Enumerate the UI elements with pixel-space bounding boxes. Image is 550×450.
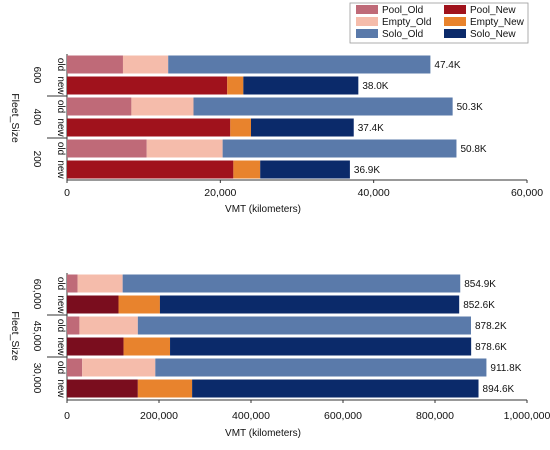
category-label: old: [55, 319, 66, 332]
legend-swatch: [356, 29, 378, 38]
group-label: 60,000: [31, 279, 42, 310]
legend-entry-label: Pool_New: [470, 5, 516, 16]
y-axis-label: Fleet_Size: [9, 93, 21, 143]
category-label: old: [55, 277, 66, 290]
bar-segment-solo: [122, 274, 461, 293]
bar-segment-pool: [67, 337, 124, 356]
x-axis-label: VMT (kilometers): [225, 428, 301, 439]
category-label: new: [55, 295, 66, 314]
bar-segment-empty: [137, 379, 193, 398]
legend-swatch: [356, 17, 378, 26]
x-axis-label: VMT (kilometers): [225, 204, 301, 215]
bar-segment-pool: [67, 76, 228, 95]
bar-total-label: 911.8K: [490, 363, 521, 374]
x-tick-label: 60,000: [511, 187, 543, 199]
bar-segment-empty: [77, 274, 123, 293]
bar-segment-solo: [243, 76, 359, 95]
legend-swatch: [444, 29, 466, 38]
category-label: new: [55, 160, 66, 179]
bar-segment-empty: [227, 76, 244, 95]
group-label: 600: [31, 67, 42, 84]
bar-segment-empty: [146, 139, 223, 158]
x-tick-label: 200,000: [140, 410, 178, 422]
category-label: old: [55, 58, 66, 71]
bar-segment-empty: [82, 358, 156, 377]
x-tick-label: 0: [64, 410, 70, 422]
legend-entry-label: Empty_New: [470, 17, 525, 28]
bar-segment-pool: [67, 274, 78, 293]
x-tick-label: 0: [64, 187, 70, 199]
category-label: old: [55, 142, 66, 155]
bar-segment-pool: [67, 97, 132, 116]
bar-segment-empty: [131, 97, 194, 116]
legend-swatch: [444, 17, 466, 26]
bar-segment-solo: [251, 118, 354, 137]
bar-total-label: 47.4K: [434, 60, 460, 71]
y-axis-label: Fleet_Size: [9, 311, 21, 361]
legend-entry-label: Solo_Old: [382, 29, 423, 40]
bar-segment-pool: [67, 358, 83, 377]
legend-swatch: [356, 5, 378, 14]
bar-segment-empty: [122, 55, 169, 74]
x-tick-label: 600,000: [324, 410, 362, 422]
x-tick-label: 800,000: [416, 410, 454, 422]
bar-segment-solo: [168, 55, 431, 74]
bar-segment-empty: [233, 160, 261, 179]
bar-segment-pool: [67, 316, 80, 335]
bar-total-label: 878.6K: [475, 342, 507, 353]
bar-segment-pool: [67, 295, 119, 314]
bar-segment-empty: [118, 295, 160, 314]
bar-segment-solo: [159, 295, 460, 314]
bar-segment-solo: [192, 379, 479, 398]
bar-total-label: 852.6K: [463, 300, 495, 311]
group-label: 400: [31, 109, 42, 126]
group-label: 45,000: [31, 321, 42, 352]
bar-segment-solo: [137, 316, 471, 335]
bar-segment-solo: [155, 358, 487, 377]
bar-total-label: 50.3K: [457, 102, 483, 113]
chart-bottom: 0 200,000 400,000 600,000 800,000 1,000,000 VM…: [9, 273, 550, 439]
bar-segment-solo: [260, 160, 350, 179]
bar-segment-pool: [67, 118, 231, 137]
x-tick-label: 40,000: [358, 187, 390, 199]
category-label: old: [55, 100, 66, 113]
legend-box: [349, 2, 529, 44]
category-label: new: [55, 76, 66, 95]
bar-total-label: 36.9K: [354, 165, 380, 176]
bar-segment-solo: [222, 139, 457, 158]
bar-total-label: 854.9K: [464, 279, 496, 290]
bar-segment-solo: [170, 337, 472, 356]
group-label: 30,000: [31, 363, 42, 394]
bar-total-label: 37.4K: [358, 123, 384, 134]
group-label: 200: [31, 151, 42, 168]
bar-total-label: 38.0K: [362, 81, 388, 92]
legend-entry-label: Solo_New: [470, 29, 516, 40]
category-label: new: [55, 118, 66, 137]
bar-segment-empty: [123, 337, 171, 356]
legend-entry-label: Pool_Old: [382, 5, 423, 16]
bar-segment-pool: [67, 160, 234, 179]
legend-swatch: [444, 5, 466, 14]
chart-top: 0 20,000 40,000 60,000 VMT (kilometers) Fleet…: [9, 54, 543, 215]
x-tick-label: 400,000: [232, 410, 270, 422]
bar-total-label: 878.2K: [475, 321, 507, 332]
category-label: new: [55, 337, 66, 356]
bar-segment-solo: [193, 97, 453, 116]
bar-segment-pool: [67, 139, 147, 158]
bar-segment-pool: [67, 379, 138, 398]
bar-segment-empty: [79, 316, 138, 335]
bar-segment-empty: [230, 118, 251, 137]
category-label: new: [55, 379, 66, 398]
legend-entry-label: Empty_Old: [382, 17, 431, 28]
bar-total-label: 894.6K: [483, 384, 515, 395]
x-tick-label: 1,000,000: [504, 410, 550, 422]
category-label: old: [55, 361, 66, 374]
bar-total-label: 50.8K: [460, 144, 486, 155]
x-tick-label: 20,000: [204, 187, 236, 199]
bar-segment-pool: [67, 55, 123, 74]
